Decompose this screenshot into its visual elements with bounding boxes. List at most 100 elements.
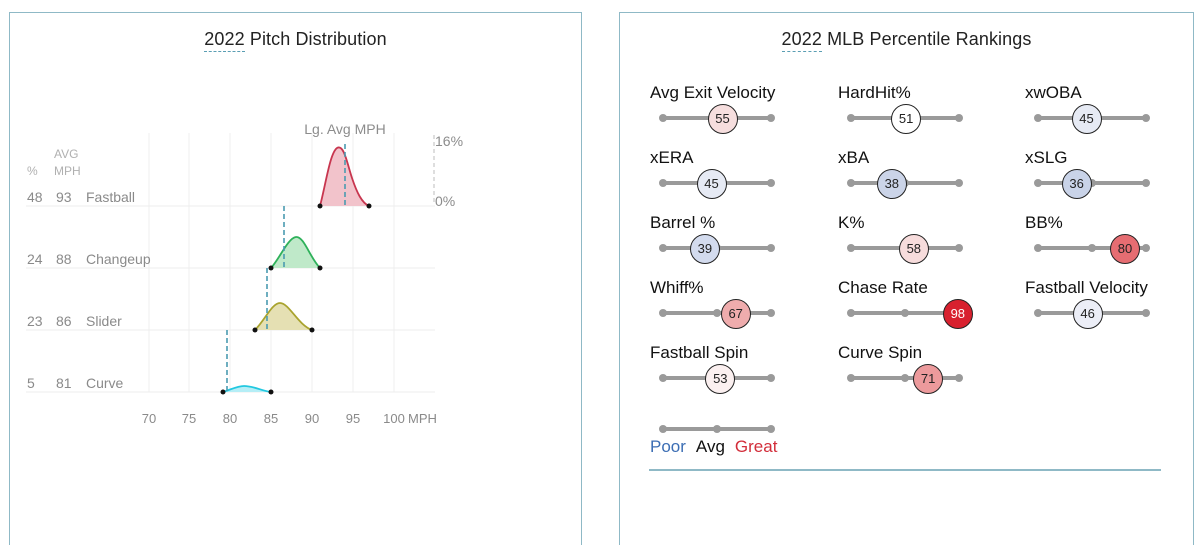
curve-min-dot [220, 389, 226, 395]
metric-label: xBA [838, 148, 870, 167]
fastball-avg-mph: 93 [56, 189, 72, 205]
percentile-rankings-title: 2022 MLB Percentile Rankings [620, 29, 1193, 52]
percentile-rankings-panel: 2022 MLB Percentile Rankings Avg Exit Ve… [619, 12, 1194, 545]
fastball-usage: 48 [27, 189, 43, 205]
percentile-value-circle[interactable]: 67 [720, 299, 751, 329]
legend-great-label: Great [734, 437, 778, 456]
x-tick-70: 70 [142, 411, 156, 426]
percentile-metric: Whiff% 67 [650, 278, 820, 338]
percentile-metric: xBA 38 [838, 148, 1008, 208]
percentile-value-circle[interactable]: 36 [1061, 169, 1092, 199]
metric-label: Fastball Spin [650, 343, 749, 362]
pitch-distribution-title: 2022 Pitch Distribution [10, 29, 581, 52]
slider-min-dot [252, 327, 258, 333]
legend-track [659, 425, 775, 433]
percentile-value-circle[interactable]: 58 [898, 234, 929, 264]
slider-density-curve [254, 302, 313, 331]
title-year-link[interactable]: 2022 [204, 29, 245, 52]
percentile-metric: xwOBA 45 [1025, 83, 1195, 143]
slider-avg-mph: 86 [56, 313, 72, 329]
fastball-max-dot [366, 203, 372, 209]
metric-label: Curve Spin [838, 343, 923, 362]
percentile-value-circle[interactable]: 98 [942, 299, 973, 329]
metric-label: K% [838, 213, 865, 232]
percentile-value-circle[interactable]: 80 [1110, 234, 1140, 264]
percentile-metric: Curve Spin 71 [838, 343, 1008, 403]
pitch-distribution-chart: Lg. Avg MPH 16% 0% AVG % MPH 48 93 Fastb… [26, 121, 463, 426]
percentile-metric: HardHit% 51 [838, 83, 1008, 143]
avg-mph-header-line1: AVG [54, 147, 78, 161]
metric-label: xERA [650, 148, 694, 167]
curve-density-curve [222, 385, 272, 393]
percentile-value-circle[interactable]: 51 [891, 104, 922, 134]
x-axis-unit: MPH [408, 411, 437, 426]
metric-label: Avg Exit Velocity [650, 83, 776, 102]
legend-poor-label: Poor [650, 437, 686, 456]
metric-label: HardHit% [838, 83, 911, 102]
percentile-metric: BB% 80 [1025, 213, 1195, 273]
percentile-metric: K% 58 [838, 213, 1008, 273]
metric-label: xSLG [1025, 148, 1068, 167]
changeup-avg-mph: 88 [56, 251, 72, 267]
changeup-max-dot [317, 265, 323, 271]
slider-max-dot [309, 327, 315, 333]
changeup-density-curve [270, 236, 321, 269]
percentile-value-circle[interactable]: 38 [876, 169, 907, 199]
percentile-metric: Barrel % 39 [650, 213, 820, 273]
changeup-min-dot [268, 265, 274, 271]
percentile-metric: xERA 45 [650, 148, 820, 208]
vertical-gridlines [148, 133, 395, 392]
density-scale-bottom-label: 0% [435, 193, 455, 209]
slider-usage: 23 [27, 313, 43, 329]
legend-divider [649, 469, 1161, 471]
changeup-name: Changeup [86, 251, 151, 267]
x-axis-ticks: 70 75 80 85 90 95 100 [142, 411, 405, 426]
curve-max-dot [268, 389, 274, 395]
percentile-value-circle[interactable]: 45 [1071, 104, 1102, 134]
metric-label: Barrel % [650, 213, 716, 232]
curve-name: Curve [86, 375, 124, 391]
changeup-usage: 24 [27, 251, 43, 267]
usage-pct-header: % [27, 164, 38, 178]
curve-avg-mph: 81 [56, 375, 72, 391]
slider-density-fill [255, 303, 312, 330]
x-tick-75: 75 [182, 411, 196, 426]
legend-avg-label: Avg [695, 437, 725, 456]
fastball-name: Fastball [86, 189, 135, 205]
percentile-value-circle[interactable]: 46 [1072, 299, 1103, 329]
title-year-link[interactable]: 2022 [781, 29, 822, 52]
metric-label: BB% [1025, 213, 1063, 232]
x-tick-90: 90 [305, 411, 319, 426]
percentile-track [1034, 244, 1150, 252]
x-tick-80: 80 [223, 411, 237, 426]
curve-density-fill [223, 386, 271, 392]
percentile-track [659, 309, 775, 317]
pitch-distribution-panel: 2022 Pitch Distribution [9, 12, 582, 545]
avg-mph-header-line2: MPH [54, 164, 81, 178]
metric-label: xwOBA [1025, 83, 1082, 102]
percentile-value-circle[interactable]: 71 [913, 364, 944, 394]
percentile-value-circle[interactable]: 55 [707, 104, 738, 134]
slider-name: Slider [86, 313, 122, 329]
percentile-metric: Chase Rate 98 [838, 278, 1008, 338]
metric-label: Chase Rate [838, 278, 928, 297]
percentile-metric: Fastball Velocity 46 [1025, 278, 1195, 338]
percentile-value-circle[interactable]: 53 [705, 364, 736, 394]
percentile-value-circle[interactable]: 45 [696, 169, 727, 199]
percentile-track [1034, 179, 1150, 187]
percentile-metric: Fastball Spin 53 [650, 343, 820, 403]
percentile-metric: Avg Exit Velocity 55 [650, 83, 820, 143]
x-tick-85: 85 [264, 411, 278, 426]
changeup-density-fill [271, 236, 320, 268]
lg-avg-mph-label: Lg. Avg MPH [304, 121, 385, 137]
metric-label: Fastball Velocity [1025, 278, 1148, 297]
percentile-value-circle[interactable]: 39 [689, 234, 720, 264]
x-tick-100: 100 [383, 411, 405, 426]
density-scale-top-label: 16% [435, 133, 463, 149]
percentile-metric: xSLG 36 [1025, 148, 1195, 208]
percentile-track [847, 374, 963, 382]
curve-usage: 5 [27, 375, 35, 391]
x-tick-95: 95 [346, 411, 360, 426]
fastball-min-dot [317, 203, 323, 209]
metric-label: Whiff% [650, 278, 704, 297]
